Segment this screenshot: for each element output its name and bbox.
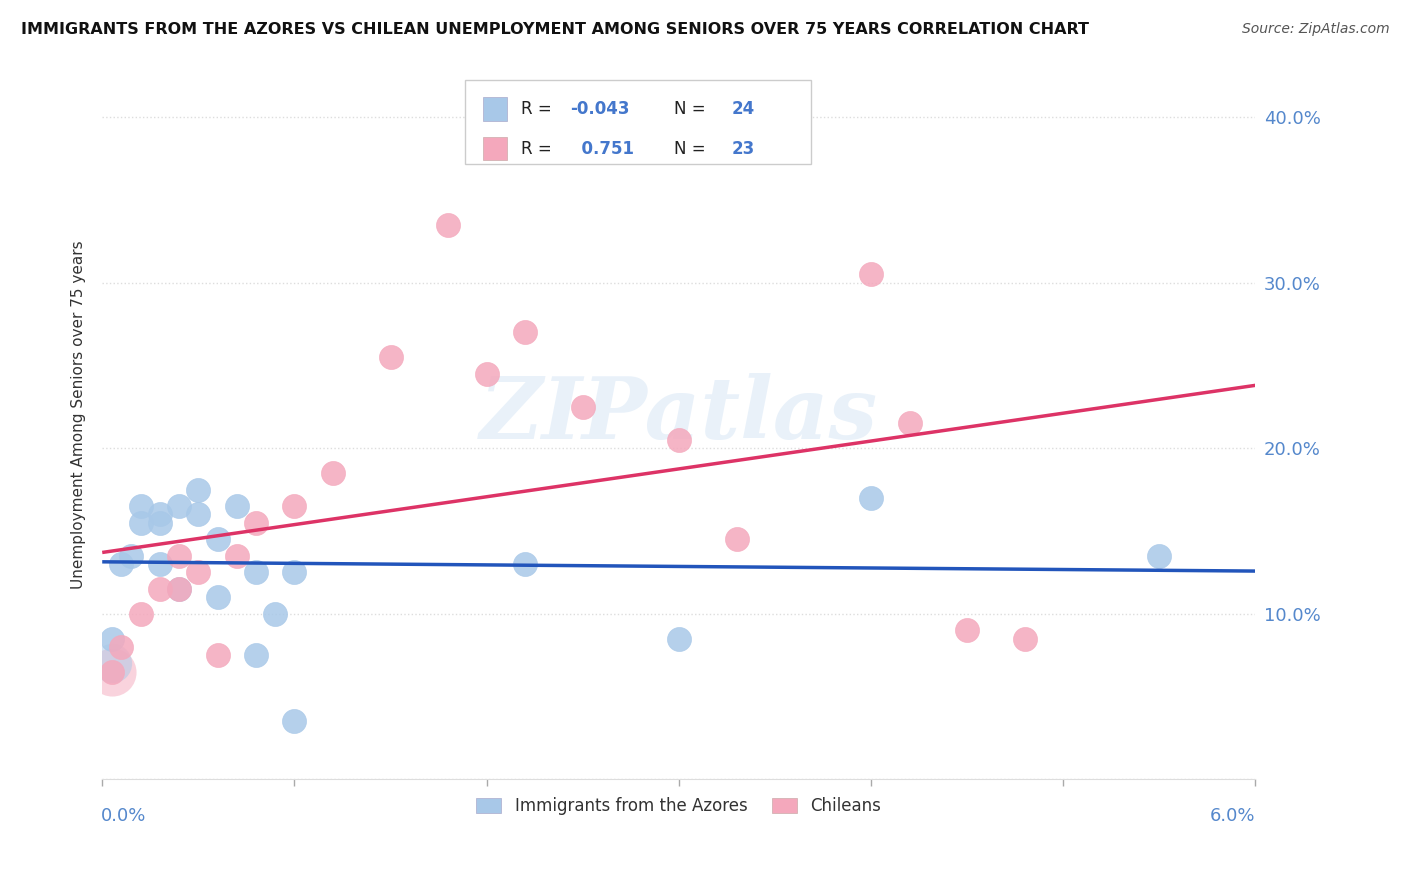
Point [187,508,209,522]
Point [1149,549,1171,563]
Point [1014,632,1036,646]
Point [167,582,190,596]
Point [167,499,190,513]
Text: 0.751: 0.751 [571,139,634,158]
Point [668,632,690,646]
Text: R =: R = [520,139,557,158]
Point [860,491,883,505]
Point [245,648,267,662]
Point [283,714,305,729]
Point [245,516,267,530]
Point [207,591,229,605]
Point [101,632,124,646]
Text: 0.0%: 0.0% [101,807,146,825]
Point [668,433,690,447]
Point [283,566,305,580]
Point [207,533,229,547]
Point [207,648,229,662]
Point [513,325,536,339]
Point [167,582,190,596]
Point [149,516,172,530]
Point [898,417,921,431]
Text: -0.043: -0.043 [571,100,630,118]
Point [110,557,132,571]
Point [129,499,152,513]
Text: 23: 23 [731,139,755,158]
Text: N =: N = [673,139,711,158]
Point [167,549,190,563]
Point [187,483,209,497]
Point [149,508,172,522]
Point [149,557,172,571]
Text: 6.0%: 6.0% [1211,807,1256,825]
Point [283,499,305,513]
Point [120,549,142,563]
Point [110,640,132,654]
Text: 24: 24 [731,100,755,118]
Text: Source: ZipAtlas.com: Source: ZipAtlas.com [1241,22,1389,37]
Point [264,607,287,621]
Point [129,516,152,530]
Point [101,665,124,679]
Point [149,582,172,596]
Point [101,665,124,679]
Bar [482,136,506,161]
Point [322,466,344,480]
Point [380,350,402,364]
Point [245,566,267,580]
Legend: Immigrants from the Azores, Chileans: Immigrants from the Azores, Chileans [470,790,889,822]
Point [571,400,593,414]
Point [437,218,460,232]
FancyBboxPatch shape [465,79,811,163]
Text: ZIPatlas: ZIPatlas [479,373,877,457]
Point [225,499,247,513]
Point [101,657,124,671]
Point [129,607,152,621]
Y-axis label: Unemployment Among Seniors over 75 years: Unemployment Among Seniors over 75 years [72,241,86,590]
Point [956,624,979,638]
Point [860,267,883,281]
Text: N =: N = [673,100,711,118]
Point [187,566,209,580]
Bar [482,97,506,120]
Point [475,367,498,381]
Point [725,533,748,547]
Text: IMMIGRANTS FROM THE AZORES VS CHILEAN UNEMPLOYMENT AMONG SENIORS OVER 75 YEARS C: IMMIGRANTS FROM THE AZORES VS CHILEAN UN… [21,22,1090,37]
Point [225,549,247,563]
Text: R =: R = [520,100,557,118]
Point [513,557,536,571]
